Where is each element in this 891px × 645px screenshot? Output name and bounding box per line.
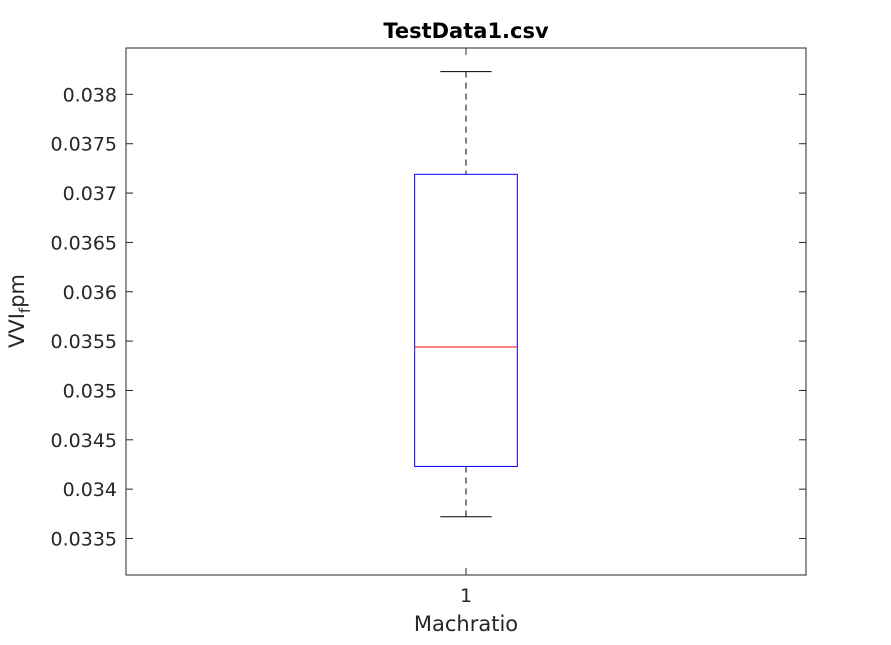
box-series xyxy=(414,71,518,518)
y-tick-label: 0.038 xyxy=(63,84,117,106)
y-tick-label: 0.0375 xyxy=(51,134,117,156)
box xyxy=(414,173,518,467)
y-tick-label: 0.0355 xyxy=(51,331,117,353)
y-tick-label: 0.036 xyxy=(63,282,117,304)
x-axis-label: Machratio xyxy=(414,612,518,636)
y-tick-label: 0.0335 xyxy=(51,528,117,550)
y-tick-label: 0.0365 xyxy=(51,232,117,254)
plot-area xyxy=(125,47,807,576)
y-axis-label: VVIfpm xyxy=(5,274,34,348)
y-tick-label: 0.035 xyxy=(63,380,117,402)
y-tick-label: 0.0345 xyxy=(51,430,117,452)
chart-title: TestData1.csv xyxy=(383,19,549,43)
y-axis-label-suffix: pm xyxy=(5,274,29,308)
box-plot-group xyxy=(414,71,518,518)
y-tick-label: 0.037 xyxy=(63,183,117,205)
y-axis-label-base: VVI xyxy=(5,313,29,348)
y-tick-label: 0.034 xyxy=(63,479,117,501)
x-tick-label: 1 xyxy=(460,585,472,607)
y-axis-label-subscript: f xyxy=(16,307,34,313)
x-axis: 1 xyxy=(460,48,472,607)
y-axis: 0.0335 0.034 0.0345 0.035 0.0355 0.036 0.0365 0… xyxy=(51,84,806,550)
